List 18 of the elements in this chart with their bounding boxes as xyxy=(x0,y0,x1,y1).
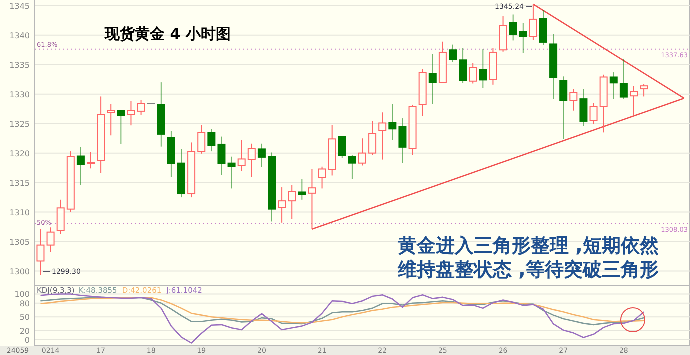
annotation: 维持盘整状态 ,等待突破三角形 xyxy=(397,259,659,281)
y-tick-label: 0 xyxy=(24,336,30,346)
y-tick-label: 1300 xyxy=(10,267,30,276)
text: 现货黄金 4 小时图 xyxy=(104,25,231,43)
y-tick-label: 1310 xyxy=(10,208,30,218)
y-tick-label: 1335 xyxy=(10,60,30,70)
y-tick-label: 50 xyxy=(20,313,30,322)
annotation: 黄金进入三角形整理 ,短期依然 xyxy=(397,235,660,257)
y-tick-label: 80 xyxy=(20,299,30,308)
y-tick-label: 1320 xyxy=(10,149,30,158)
y-tick-label: 100 xyxy=(14,290,30,300)
y-tick-label: 1305 xyxy=(10,238,30,247)
y-tick-label: 20 xyxy=(20,326,30,336)
y-tick-label: 1340 xyxy=(10,31,30,40)
y-tick-label: 1325 xyxy=(10,120,30,129)
y-tick-label: 1315 xyxy=(10,178,30,188)
y-tick-label: 1345 xyxy=(10,2,30,11)
y-tick-label: 1330 xyxy=(10,90,30,100)
